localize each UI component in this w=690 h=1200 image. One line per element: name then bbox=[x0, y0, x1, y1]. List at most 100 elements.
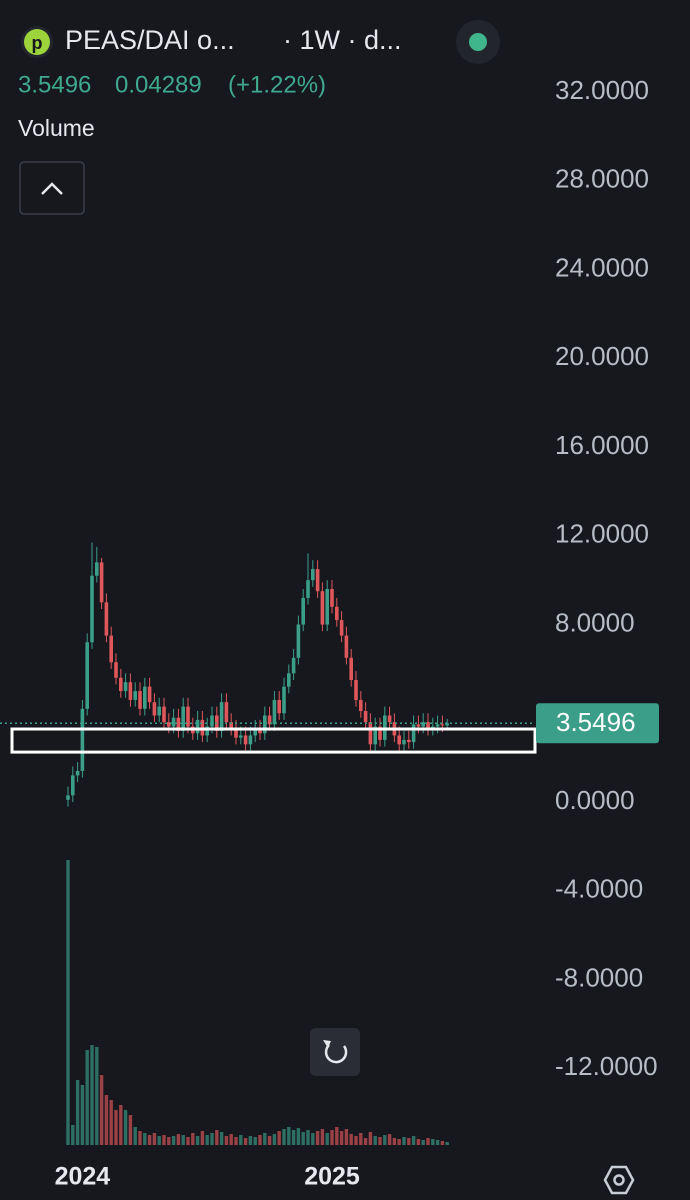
volume-bar bbox=[210, 1133, 214, 1145]
last-price-label: 3.5496 bbox=[556, 707, 636, 737]
volume-bar bbox=[258, 1135, 262, 1145]
volume-bar bbox=[205, 1135, 209, 1145]
candle-body bbox=[66, 795, 70, 800]
zone-box bbox=[10, 727, 537, 754]
candle-body bbox=[71, 775, 75, 796]
y-tick-label: 20.0000 bbox=[555, 341, 649, 371]
y-tick-label: 0.0000 bbox=[555, 785, 635, 815]
volume-bar bbox=[224, 1136, 229, 1145]
candle-body bbox=[378, 726, 382, 740]
volume-bar bbox=[128, 1115, 133, 1145]
status-dot bbox=[469, 33, 487, 51]
candle-body bbox=[359, 699, 363, 712]
candle-body bbox=[143, 686, 147, 709]
volume-bar bbox=[330, 1130, 334, 1145]
candle-body bbox=[95, 562, 99, 576]
volume-bar bbox=[85, 1050, 89, 1145]
volume-bar bbox=[426, 1138, 430, 1145]
candle-body bbox=[320, 591, 325, 625]
last-price-box bbox=[536, 703, 659, 744]
volume-bar bbox=[397, 1139, 401, 1145]
volume-bar bbox=[234, 1137, 238, 1145]
volume-bar bbox=[66, 860, 70, 1145]
candle-body bbox=[80, 708, 85, 771]
candle-body bbox=[287, 673, 291, 687]
candle-body bbox=[181, 706, 185, 732]
volume-bar bbox=[133, 1127, 137, 1145]
volume-bar bbox=[171, 1136, 176, 1145]
volume-bar bbox=[344, 1129, 349, 1145]
y-tick-label: 8.0000 bbox=[555, 607, 635, 637]
interval[interactable]: · 1W · d... bbox=[283, 25, 402, 55]
volume-bar bbox=[109, 1100, 113, 1145]
volume-bar bbox=[167, 1137, 171, 1145]
volume-bar bbox=[143, 1133, 147, 1145]
volume-bar bbox=[335, 1127, 339, 1145]
volume-bar bbox=[387, 1134, 392, 1145]
y-tick-label: 16.0000 bbox=[555, 430, 649, 460]
change-pct: (+1.22%) bbox=[228, 71, 326, 98]
candle-body bbox=[248, 735, 253, 745]
candle-body bbox=[258, 728, 262, 734]
x-tick-label: 2024 bbox=[55, 1163, 111, 1191]
candle-body bbox=[90, 575, 94, 643]
volume-bar bbox=[445, 1142, 449, 1145]
candle-body bbox=[104, 602, 109, 636]
reset-button[interactable] bbox=[310, 1028, 360, 1076]
volume-bar bbox=[157, 1136, 161, 1145]
volume-bar bbox=[378, 1137, 382, 1145]
volume-bar bbox=[152, 1133, 157, 1145]
candle-body bbox=[363, 711, 368, 723]
candle-body bbox=[421, 722, 425, 727]
volume-bar bbox=[71, 1125, 75, 1145]
candle-body bbox=[119, 677, 123, 692]
volume-bar bbox=[219, 1132, 224, 1145]
volume-bar bbox=[339, 1131, 344, 1145]
collapse-button[interactable] bbox=[19, 161, 85, 215]
candle-body bbox=[219, 702, 224, 732]
volume-bar bbox=[440, 1141, 445, 1145]
volume-bar bbox=[287, 1127, 291, 1145]
volume-bar bbox=[138, 1131, 142, 1145]
indicator-label: Volume bbox=[18, 115, 95, 141]
symbol-title[interactable]: PEAS/DAI o... bbox=[65, 25, 235, 55]
volume-bar bbox=[301, 1132, 305, 1145]
volume-bar bbox=[191, 1133, 195, 1145]
candle-body bbox=[224, 702, 229, 723]
candle-body bbox=[176, 717, 181, 732]
candle-body bbox=[407, 739, 411, 743]
volume-bar bbox=[253, 1137, 257, 1145]
volume-bar bbox=[162, 1135, 166, 1145]
volume-bar bbox=[320, 1129, 325, 1145]
candle-body bbox=[128, 682, 133, 700]
volume-bar bbox=[263, 1133, 267, 1145]
y-tick-label: 12.0000 bbox=[555, 519, 649, 549]
volume-bar bbox=[123, 1110, 128, 1145]
volume-bar bbox=[311, 1133, 315, 1145]
settings-icon[interactable] bbox=[603, 1165, 635, 1195]
candle-body bbox=[397, 735, 401, 745]
candle-body bbox=[339, 620, 344, 636]
volume-bar bbox=[195, 1136, 200, 1145]
volume-bar bbox=[435, 1140, 440, 1145]
volume-bar bbox=[402, 1137, 406, 1145]
volume-bar bbox=[200, 1131, 205, 1145]
candle-body bbox=[368, 722, 373, 745]
volume-bar bbox=[99, 1075, 104, 1145]
volume-bar bbox=[75, 1080, 80, 1145]
volume-bar bbox=[416, 1139, 421, 1145]
volume-bar bbox=[104, 1095, 109, 1145]
volume-bar bbox=[272, 1134, 277, 1145]
candle-body bbox=[306, 580, 310, 598]
candle-body bbox=[411, 724, 416, 743]
y-tick-label: 24.0000 bbox=[555, 252, 649, 282]
volume-bar bbox=[306, 1130, 310, 1145]
volume-bar bbox=[229, 1134, 233, 1145]
candle-body bbox=[75, 770, 80, 776]
candle-body bbox=[282, 686, 286, 714]
volume-bar bbox=[95, 1047, 99, 1145]
reset-icon bbox=[324, 1044, 348, 1064]
volume-bar bbox=[363, 1138, 368, 1145]
chevron-up bbox=[41, 182, 63, 195]
candle-body bbox=[234, 728, 238, 738]
